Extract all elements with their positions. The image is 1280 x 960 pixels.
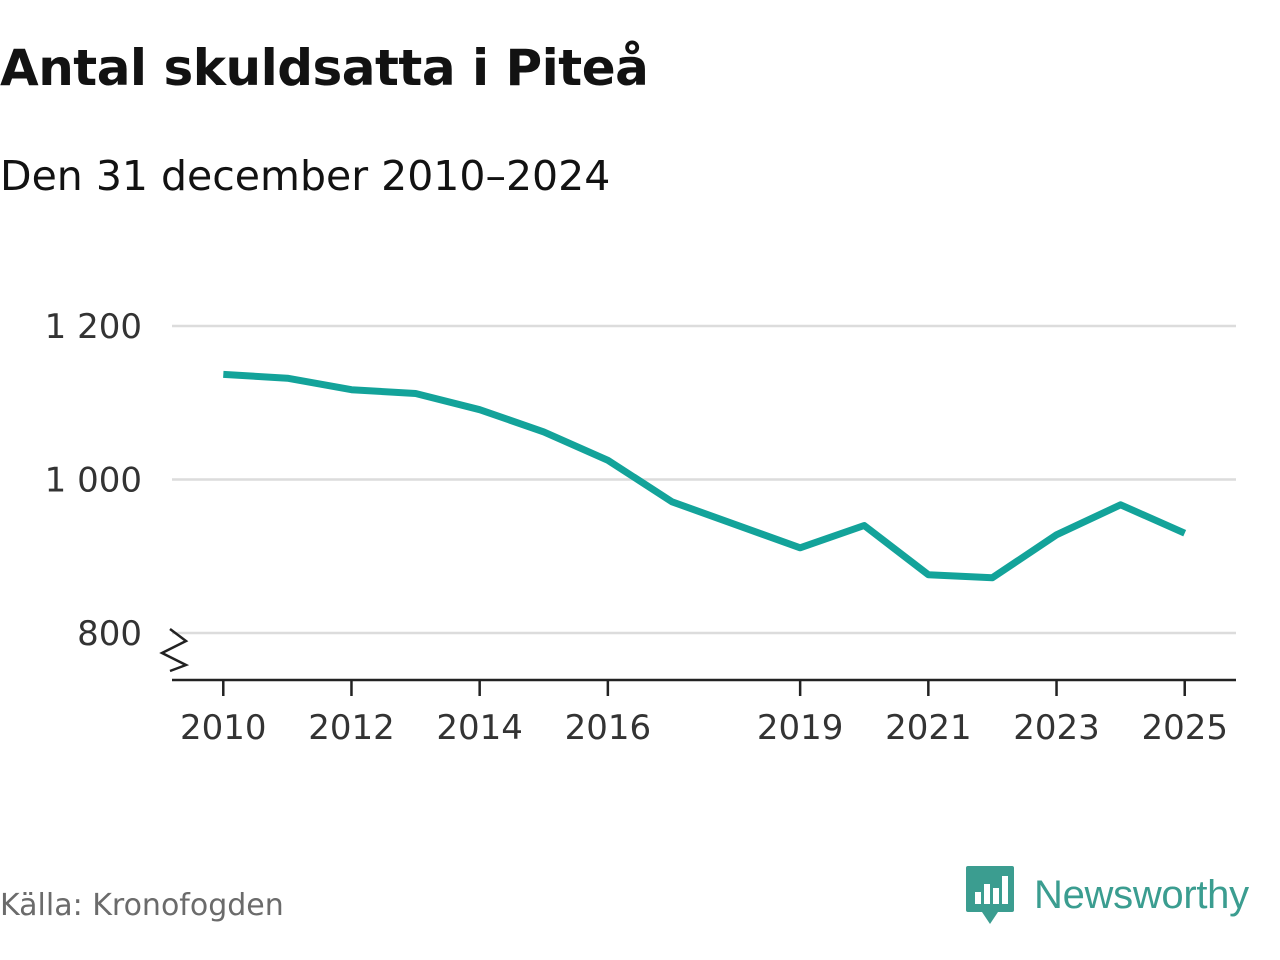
y-axis-ticks: 800 1 000 1 200 bbox=[45, 307, 190, 673]
source-note: Källa: Kronofogden bbox=[0, 888, 284, 923]
x-tick-label: 2010 bbox=[180, 708, 267, 748]
x-tick-label: 2014 bbox=[436, 708, 523, 748]
x-tick-label: 2023 bbox=[1013, 708, 1100, 748]
series-line bbox=[223, 370, 1187, 582]
brand-name: Newsworthy bbox=[1034, 872, 1249, 917]
x-axis-ticks: 2010 2012 2014 2016 2019 2021 2023 2025 bbox=[180, 680, 1228, 748]
chart-subtitle: Den 31 december 2010–2024 bbox=[0, 152, 611, 200]
brand-logo: Newsworthy bbox=[964, 864, 1249, 926]
x-tick-label: 2019 bbox=[757, 708, 844, 748]
x-tick-label: 2025 bbox=[1141, 708, 1228, 748]
x-tick-label: 2016 bbox=[565, 708, 652, 748]
newsworthy-logo-icon bbox=[966, 866, 1014, 924]
axis-break-icon bbox=[159, 628, 190, 673]
series-group bbox=[223, 370, 1187, 582]
y-tick-label: 1 200 bbox=[45, 307, 142, 347]
x-tick-label: 2021 bbox=[885, 708, 972, 748]
chart-title: Antal skuldsatta i Piteå bbox=[0, 39, 649, 97]
y-tick-label: 800 bbox=[77, 614, 142, 654]
y-tick-label: 1 000 bbox=[45, 461, 142, 501]
grid-lines bbox=[172, 324, 1236, 635]
x-tick-label: 2012 bbox=[308, 708, 395, 748]
